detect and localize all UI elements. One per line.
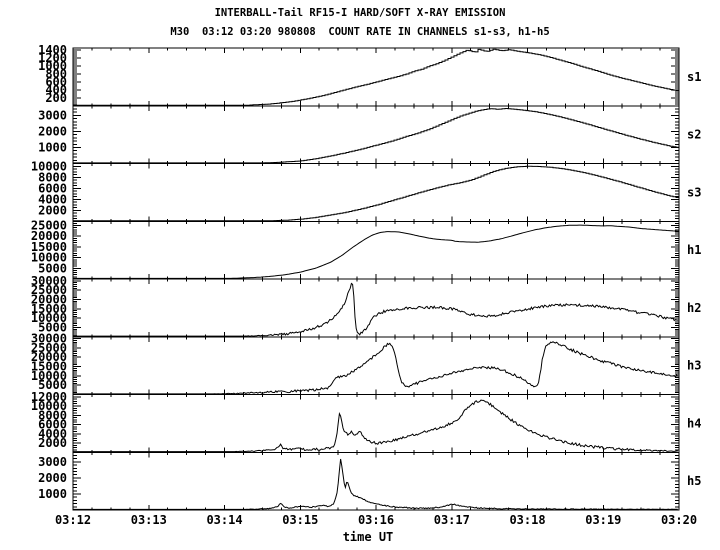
x-tick-label: 03:14 — [206, 513, 242, 527]
y-tick-label: 2000 — [38, 471, 67, 485]
y-tick-label: 10000 — [31, 251, 67, 265]
y-tick-label: 15000 — [31, 302, 67, 316]
series-s3 — [73, 165, 680, 222]
channel-label-h2: h2 — [687, 301, 701, 315]
panel-border — [72, 105, 680, 164]
channel-label-h4: h4 — [687, 416, 701, 430]
y-tick-label: 6000 — [38, 418, 67, 432]
series-h2 — [73, 282, 678, 337]
panel-border — [72, 451, 680, 511]
y-tick-label: 30000 — [31, 274, 67, 288]
series-h1 — [73, 224, 680, 279]
y-tick-label: 3000 — [38, 455, 67, 469]
panel-border — [72, 163, 680, 222]
x-tick-label: 03:15 — [282, 513, 318, 527]
x-tick-label: 03:19 — [585, 513, 621, 527]
channel-label-s3: s3 — [687, 185, 701, 199]
series-h3 — [73, 341, 679, 395]
y-tick-label: 25000 — [31, 283, 67, 297]
y-tick-label: 15000 — [31, 240, 67, 254]
x-tick-label: 03:13 — [131, 513, 167, 527]
y-tick-label: 200 — [45, 91, 67, 105]
channel-label-h1: h1 — [687, 243, 701, 257]
x-tick-label: 03:20 — [661, 513, 697, 527]
channel-label-s1: s1 — [687, 70, 701, 84]
series-s2 — [73, 108, 680, 164]
y-tick-label: 4000 — [38, 192, 67, 206]
y-tick-label: 10000 — [31, 369, 67, 383]
y-tick-label: 30000 — [31, 332, 67, 346]
y-tick-label: 10000 — [31, 311, 67, 325]
y-tick-label: 5000 — [38, 378, 67, 392]
series-s1 — [73, 48, 680, 106]
panel-border — [72, 278, 680, 338]
y-tick-label: 2000 — [38, 436, 67, 450]
plot-title: INTERBALL-Tail RF15-I HARD/SOFT X-RAY EM… — [214, 7, 506, 19]
x-axis-title: time UT — [343, 530, 394, 544]
x-tick-label: 03:17 — [434, 513, 470, 527]
y-tick-label: 25000 — [31, 219, 67, 233]
y-tick-label: 1200 — [38, 51, 67, 65]
panel-border — [72, 336, 680, 395]
plot-subtitle: M30 03:12 03:20 980808 COUNT RATE IN CHA… — [170, 26, 550, 38]
y-tick-label: 3000 — [38, 108, 67, 122]
y-tick-label: 8000 — [38, 408, 67, 422]
y-tick-label: 10000 — [31, 399, 67, 413]
x-tick-label: 03:16 — [358, 513, 394, 527]
series-h5 — [73, 458, 678, 510]
y-tick-label: 25000 — [31, 341, 67, 355]
y-tick-label: 1000 — [38, 59, 67, 73]
y-tick-label: 20000 — [31, 350, 67, 364]
panel-border — [72, 47, 680, 107]
panel-s2: 1000 2000 3000 s2 — [38, 105, 701, 164]
y-tick-label: 5000 — [38, 261, 67, 275]
y-tick-label: 10000 — [31, 159, 67, 173]
x-tick-label: 03:12 — [55, 513, 91, 527]
y-tick-label: 2000 — [38, 124, 67, 138]
y-tick-label: 400 — [45, 83, 67, 97]
channel-label-h3: h3 — [687, 359, 701, 373]
y-tick-label: 20000 — [31, 229, 67, 243]
series-h4 — [73, 399, 678, 453]
y-tick-label: 12000 — [31, 390, 67, 404]
y-tick-label: 1000 — [38, 141, 67, 155]
y-tick-label: 600 — [45, 75, 67, 89]
y-tick-label: 2000 — [38, 203, 67, 217]
y-tick-label: 15000 — [31, 360, 67, 374]
y-tick-label: 4000 — [38, 427, 67, 441]
channel-label-s2: s2 — [687, 128, 701, 142]
panel-border — [72, 220, 680, 280]
x-tick-label: 03:18 — [509, 513, 545, 527]
y-tick-label: 1000 — [38, 487, 67, 501]
panel-h5: 1000 2000 3000 h5 — [38, 451, 701, 511]
y-tick-label: 6000 — [38, 181, 67, 195]
y-tick-label: 20000 — [31, 293, 67, 307]
y-tick-label: 5000 — [38, 320, 67, 334]
y-tick-label: 800 — [45, 67, 67, 81]
y-tick-label: 1400 — [38, 43, 67, 57]
y-tick-label: 8000 — [38, 170, 67, 184]
channel-label-h5: h5 — [687, 474, 701, 488]
